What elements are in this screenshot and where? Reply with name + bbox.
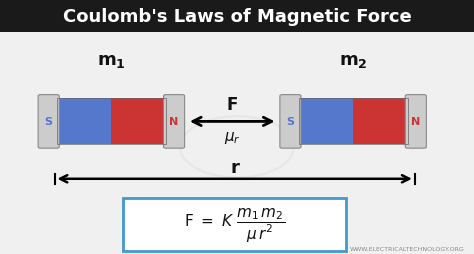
Text: $\mathbf{m_2}$: $\mathbf{m_2}$ [339, 52, 367, 70]
Text: $\mu_r$: $\mu_r$ [224, 129, 241, 145]
Text: S: S [286, 117, 294, 127]
FancyBboxPatch shape [353, 99, 408, 145]
FancyBboxPatch shape [123, 198, 346, 251]
Text: S: S [45, 117, 53, 127]
FancyBboxPatch shape [0, 0, 474, 33]
Text: Coulomb's Laws of Magnetic Force: Coulomb's Laws of Magnetic Force [63, 8, 411, 25]
FancyBboxPatch shape [280, 95, 301, 149]
FancyBboxPatch shape [405, 95, 427, 149]
Text: F: F [227, 95, 238, 113]
FancyBboxPatch shape [57, 99, 111, 145]
Text: $\mathrm{F}\ =\ K\ \dfrac{m_1\,m_2}{\mu\,r^2}$: $\mathrm{F}\ =\ K\ \dfrac{m_1\,m_2}{\mu\… [184, 206, 285, 244]
Text: r: r [230, 158, 239, 177]
Text: N: N [411, 117, 420, 127]
FancyBboxPatch shape [38, 95, 59, 149]
Text: $\mathbf{m_1}$: $\mathbf{m_1}$ [97, 52, 126, 70]
FancyBboxPatch shape [299, 99, 353, 145]
Text: WWW.ELECTRICALTECHNOLOGY.ORG: WWW.ELECTRICALTECHNOLOGY.ORG [350, 246, 465, 251]
Text: N: N [169, 117, 179, 127]
FancyBboxPatch shape [111, 99, 166, 145]
FancyBboxPatch shape [164, 95, 184, 149]
